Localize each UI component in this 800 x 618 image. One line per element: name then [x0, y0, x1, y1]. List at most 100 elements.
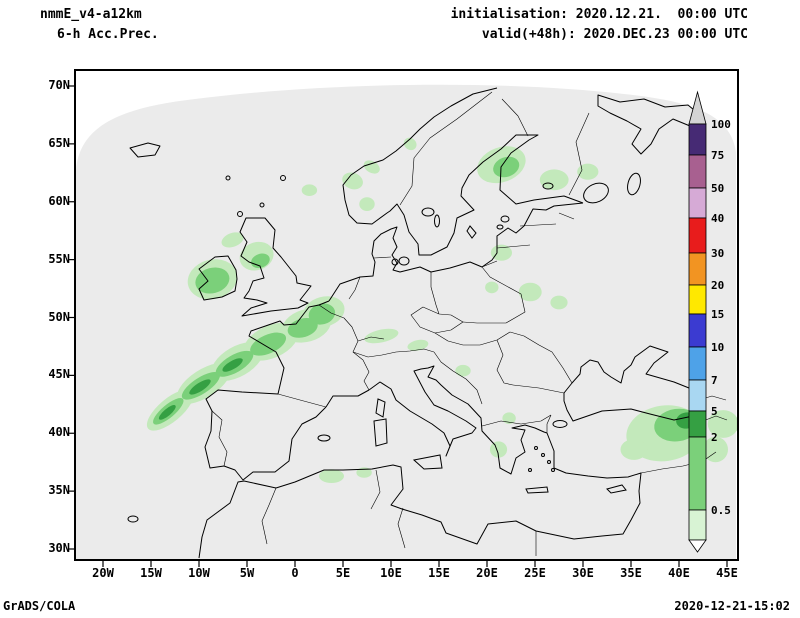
precip-shade-blob: [455, 364, 471, 377]
credit-label: GrADS/COLA: [3, 599, 76, 613]
colorbar-segment: [688, 187, 707, 219]
colorbar-segment: [688, 154, 707, 189]
precip-shade-blob: [539, 169, 569, 191]
precip-shade-blob: [287, 318, 318, 338]
lon-tick-label: 25E: [524, 566, 546, 580]
border-baltic-states: [481, 212, 575, 268]
border-morocco-algeria: [261, 487, 277, 545]
coastline-northwest-europe-baltic: [328, 202, 584, 302]
precip-shade-blob: [490, 244, 512, 261]
precip-shade-blob: [707, 410, 737, 438]
island-cyprus: [606, 484, 627, 494]
lake-vanern: [421, 207, 435, 217]
precip-shade-blob: [301, 184, 318, 196]
lon-tick-label: 20E: [476, 566, 498, 580]
precip-shade-blob: [577, 163, 599, 180]
lake-saimaa: [542, 182, 554, 190]
precip-shade-blob: [407, 339, 429, 351]
colorbar-segment: [688, 509, 707, 541]
lon-tick-label: 15E: [428, 566, 450, 580]
border-serbia-bulgaria: [496, 339, 514, 386]
colorbar-tick-label: 5: [711, 405, 718, 418]
island-aegean-2: [541, 453, 545, 457]
island-crete: [525, 486, 549, 494]
precip-shade-blob: [363, 160, 380, 174]
colorbar-tick-label: 40: [711, 212, 724, 225]
lon-tick-label: 0: [291, 566, 299, 580]
island-faroe: [225, 175, 231, 181]
border-norway-sweden: [399, 91, 493, 206]
lat-tick-label: 35N: [48, 483, 70, 498]
init-time-label: initialisation: 2020.12.21. 00:00 UTC: [450, 7, 748, 22]
island-aegean-1: [534, 446, 538, 450]
colorbar-tick-label: 10: [711, 341, 724, 354]
lat-tick-label: 55N: [48, 251, 70, 266]
border-france-italy-switzerland: [352, 340, 370, 391]
precip-shade-blob: [221, 232, 244, 248]
border-romania-bulgaria: [512, 384, 565, 394]
lon-tick-label: 35E: [620, 566, 642, 580]
colorbar-segment: [688, 346, 707, 381]
coastline-france-mediterranean: [325, 389, 370, 408]
islands-and-lakes: [127, 172, 641, 523]
lon-tick-label: 20W: [92, 566, 114, 580]
colorbar-segment: [688, 379, 707, 412]
colorbar-segment: [688, 252, 707, 286]
precip-shade-blob: [189, 379, 211, 395]
precip-shade-blob: [364, 328, 399, 344]
border-romania-north: [509, 331, 573, 384]
lat-tick-label: 60N: [48, 193, 70, 208]
lon-tick-label: 40E: [668, 566, 690, 580]
lake-ladoga: [583, 182, 609, 204]
coastline-italy-balkans-greece: [368, 365, 548, 475]
island-aegean-4: [528, 468, 532, 472]
border-greece-north: [481, 414, 552, 427]
border-turkey-greece: [546, 414, 552, 433]
lon-tick-label: 5W: [239, 566, 255, 580]
island-mallorca: [317, 434, 331, 442]
island-aegean-3: [547, 460, 551, 464]
island-hiiumaa: [496, 224, 504, 230]
precip-shade-blob: [620, 439, 648, 460]
colorbar-tick-label: 0.5: [711, 504, 731, 517]
island-zealand: [398, 256, 410, 266]
lat-tick-label: 70N: [48, 78, 70, 92]
precip-shade-blob: [222, 358, 243, 372]
colorbar-segment: [688, 123, 707, 156]
precip-shade-blob: [158, 405, 176, 420]
coastline-great-britain: [239, 217, 312, 317]
model-title: nmmE_v4-a12km: [40, 7, 142, 22]
island-saaremaa: [500, 215, 510, 223]
colorbar-tick-label: 30: [711, 247, 724, 260]
border-netherlands-germany: [348, 276, 361, 300]
border-france-spain: [277, 393, 327, 408]
model-domain-region: [76, 84, 736, 559]
island-corsica: [375, 398, 386, 418]
precip-shade-blob: [403, 137, 417, 151]
island-aegean-5: [551, 468, 555, 472]
colorbar-tick-label: 100: [711, 118, 731, 131]
border-croatia-bosnia-serbia: [433, 351, 483, 405]
lake-onega: [627, 172, 641, 196]
colorbar-tick-label: 20: [711, 279, 724, 292]
precip-shade-blob: [518, 282, 542, 302]
colorbar-segment: [688, 313, 707, 348]
island-shetland: [280, 175, 286, 181]
sea-of-marmara: [552, 420, 568, 428]
colorbar-tick-label: 2: [711, 431, 718, 444]
border-poland-east: [462, 266, 526, 324]
variable-title: 6-h Acc.Prec.: [57, 27, 159, 42]
precip-shade-blob: [319, 469, 344, 483]
coastline-scandinavia: [342, 87, 584, 256]
border-denmark-germany: [373, 256, 392, 259]
border-tunisia-libya: [397, 507, 406, 549]
country-borders: [211, 91, 728, 556]
border-germany-poland: [430, 272, 440, 315]
lon-tick-label: 45E: [716, 566, 738, 580]
precip-shade-blob: [493, 156, 520, 178]
lat-tick-label: 45N: [48, 367, 70, 382]
coastline-iceland-fragment: [129, 142, 161, 158]
precipitation-shading: [146, 137, 737, 483]
colorbar-tick-label: 75: [711, 149, 724, 162]
lat-tick-label: 30N: [48, 541, 70, 555]
